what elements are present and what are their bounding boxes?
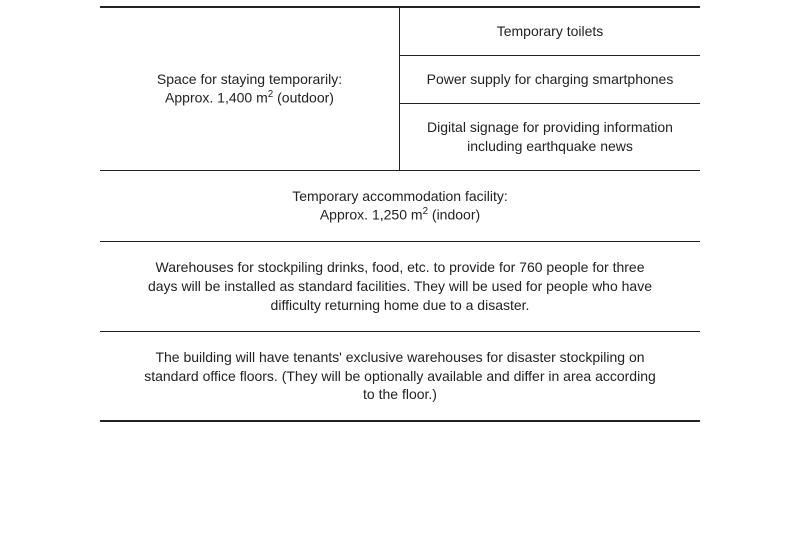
- accommodation-area-post: (indoor): [428, 207, 480, 223]
- temp-space-label: Space for staying temporarily:: [157, 71, 342, 87]
- cell-temporary-toilets: Temporary toilets: [400, 8, 700, 56]
- cell-temporary-space: Space for staying temporarily: Approx. 1…: [100, 8, 400, 170]
- row-accommodation: Temporary accommodation facility: Approx…: [100, 171, 700, 242]
- cell-power-supply: Power supply for charging smartphones: [400, 56, 700, 104]
- row-temporary-space: Space for staying temporarily: Approx. 1…: [100, 8, 700, 171]
- temp-space-area-pre: Approx. 1,400 m: [165, 90, 268, 106]
- warehouses-text: Warehouses for stockpiling drinks, food,…: [148, 259, 652, 313]
- facility-table: Space for staying temporarily: Approx. 1…: [100, 6, 700, 422]
- cell-digital-signage: Digital signage for providing informatio…: [400, 104, 700, 170]
- digital-signage-text: Digital signage for providing informatio…: [418, 118, 682, 156]
- temporary-toilets-text: Temporary toilets: [497, 22, 604, 41]
- accommodation-label: Temporary accommodation facility:: [292, 188, 508, 204]
- accommodation-area-pre: Approx. 1,250 m: [320, 207, 423, 223]
- tenant-warehouses-text: The building will have tenants' exclusiv…: [144, 349, 656, 403]
- power-supply-text: Power supply for charging smartphones: [427, 70, 674, 89]
- temp-space-area-post: (outdoor): [273, 90, 334, 106]
- row-warehouses: Warehouses for stockpiling drinks, food,…: [100, 242, 700, 332]
- row-tenant-warehouses: The building will have tenants' exclusiv…: [100, 332, 700, 421]
- cell-right-stack: Temporary toilets Power supply for charg…: [400, 8, 700, 170]
